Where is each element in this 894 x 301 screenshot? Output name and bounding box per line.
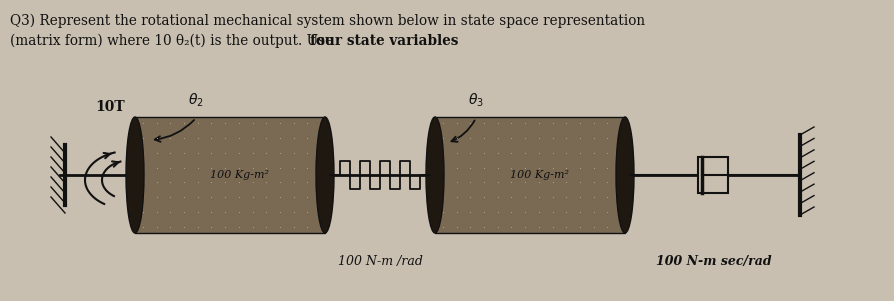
Text: 10T: 10T: [95, 100, 124, 114]
Text: (matrix form) where 10 θ₂(t) is the output. Use: (matrix form) where 10 θ₂(t) is the outp…: [10, 34, 337, 48]
Bar: [135, 117, 325, 233]
Text: 100 N-m /rad: 100 N-m /rad: [337, 255, 422, 268]
Ellipse shape: [316, 117, 333, 233]
Bar: [697, 157, 728, 193]
Ellipse shape: [615, 117, 633, 233]
Text: 100 Kg-m²: 100 Kg-m²: [510, 170, 569, 180]
Text: $\theta_2$: $\theta_2$: [188, 91, 204, 109]
Bar: [434, 117, 624, 233]
Ellipse shape: [426, 117, 443, 233]
Text: four state variables: four state variables: [309, 34, 458, 48]
Ellipse shape: [126, 117, 144, 233]
Text: 100 Kg-m²: 100 Kg-m²: [210, 170, 269, 180]
Text: Q3) Represent the rotational mechanical system shown below in state space repres: Q3) Represent the rotational mechanical …: [10, 14, 645, 28]
Text: $\theta_3$: $\theta_3$: [468, 91, 484, 109]
Text: 100 N-m sec/rad: 100 N-m sec/rad: [655, 255, 771, 268]
